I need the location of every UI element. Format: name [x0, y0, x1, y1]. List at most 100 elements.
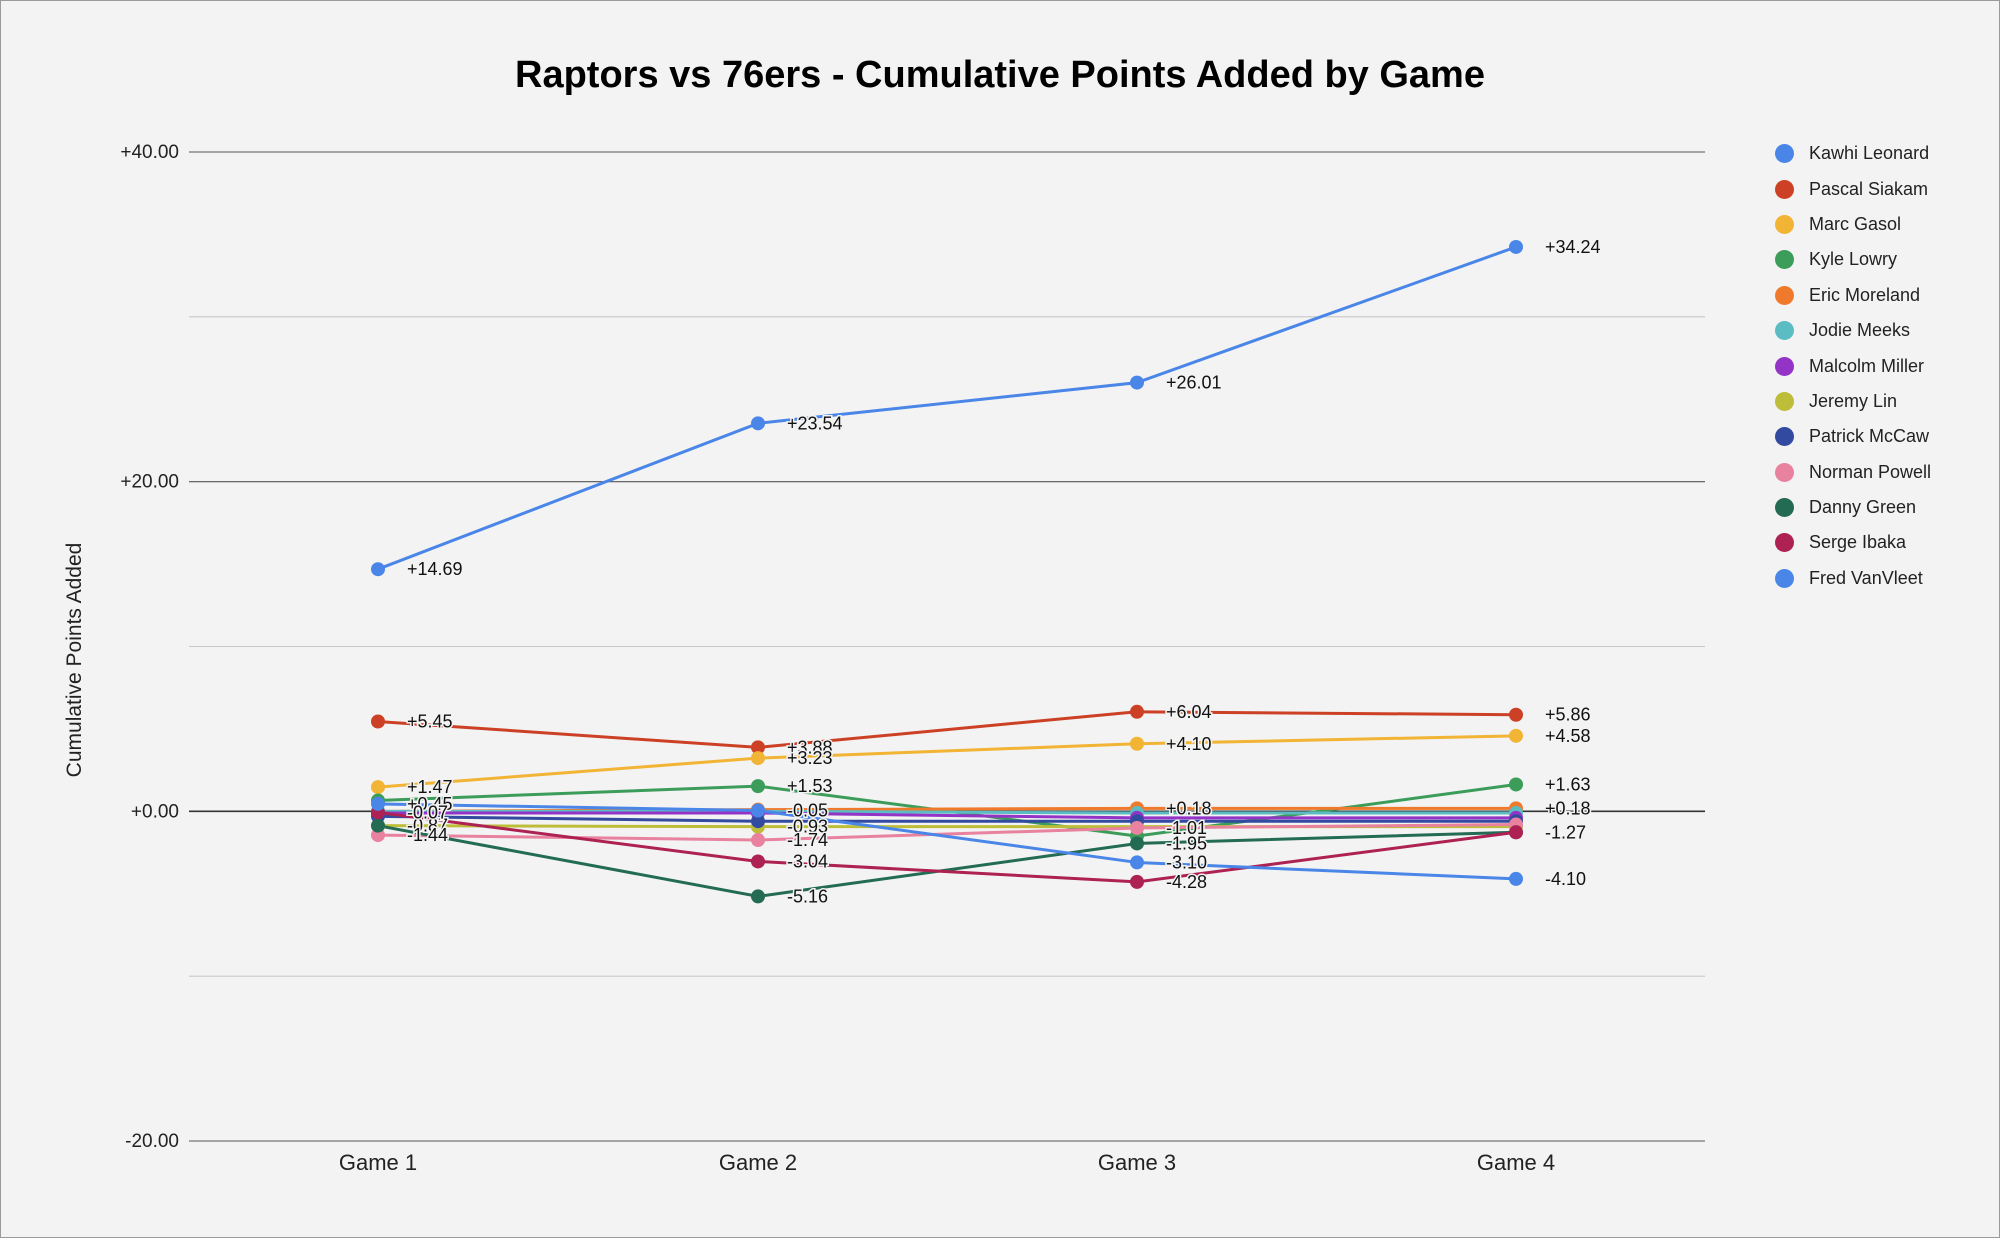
legend-marker — [1775, 250, 1794, 270]
legend-marker — [1775, 462, 1794, 482]
legend-marker — [1775, 391, 1794, 411]
data-label: -5.16 — [787, 886, 828, 906]
legend-marker — [1775, 179, 1794, 199]
legend-label: Serge Ibaka — [1809, 532, 1907, 553]
data-label: +6.04 — [1166, 702, 1212, 722]
series-line — [378, 809, 1516, 815]
data-label: +4.10 — [1166, 734, 1212, 754]
data-point — [751, 779, 765, 794]
legend-item: Fred VanVleet — [1775, 561, 1931, 596]
data-label: -3.04 — [787, 851, 828, 871]
data-point — [751, 889, 765, 904]
data-label: +0.18 — [1545, 798, 1591, 818]
data-label: -1.44 — [407, 825, 448, 845]
data-point — [751, 814, 765, 829]
data-label: +23.54 — [787, 413, 843, 433]
legend-item: Kyle Lowry — [1775, 242, 1931, 277]
y-tick-label: +0.00 — [131, 801, 179, 822]
legend-label: Malcolm Miller — [1809, 355, 1925, 376]
data-label: +5.86 — [1545, 705, 1591, 725]
legend-item: Jodie Meeks — [1775, 313, 1931, 348]
y-tick-label: +40.00 — [120, 142, 179, 163]
legend-marker — [1775, 144, 1794, 164]
y-tick-label: +20.00 — [120, 472, 179, 493]
legend-marker — [1775, 356, 1794, 376]
data-point — [1130, 375, 1144, 390]
data-label: -0.87 — [407, 816, 448, 836]
data-point — [371, 796, 385, 811]
legend-item: Danny Green — [1775, 490, 1931, 525]
legend-item: Serge Ibaka — [1775, 525, 1931, 560]
data-label: +0.45 — [407, 794, 453, 814]
series-line — [377, 710, 1517, 749]
series-line — [377, 814, 1516, 823]
data-point — [1130, 874, 1144, 889]
series-line — [377, 734, 1517, 789]
data-label: +1.47 — [407, 777, 453, 797]
data-label: +0.18 — [1166, 798, 1212, 818]
data-point — [1509, 777, 1523, 792]
legend-label: Jodie Meeks — [1809, 320, 1911, 341]
legend-item: Pascal Siakam — [1775, 171, 1931, 206]
data-label: -0.05 — [787, 801, 828, 821]
legend: Kawhi Leonard Pascal Siakam Marc Gasol Kyle… — [1775, 136, 1931, 596]
legend-marker — [1775, 568, 1794, 588]
data-point — [1130, 820, 1144, 835]
data-point — [371, 562, 385, 577]
data-point — [1509, 728, 1523, 743]
data-label: -0.07 — [407, 802, 448, 822]
data-point — [1130, 855, 1144, 870]
data-point — [751, 803, 765, 818]
data-label: -1.95 — [1166, 833, 1207, 853]
data-point — [371, 818, 385, 833]
data-point — [751, 833, 765, 848]
x-tick-label: Game 4 — [1477, 1150, 1555, 1175]
data-label: -1.74 — [787, 830, 828, 850]
x-tick-label: Game 3 — [1098, 1150, 1176, 1175]
series-line — [377, 824, 1517, 898]
data-label: -4.28 — [1166, 872, 1207, 892]
legend-marker — [1775, 498, 1794, 518]
data-label: -3.10 — [1166, 852, 1207, 872]
y-tick-label: -20.00 — [125, 1131, 179, 1152]
legend-marker — [1775, 214, 1794, 234]
legend-label: Pascal Siakam — [1809, 178, 1929, 199]
data-label: +14.69 — [407, 559, 463, 579]
legend-marker — [1775, 533, 1794, 553]
x-tick-label: Game 2 — [719, 1150, 797, 1175]
legend-item: Norman Powell — [1775, 455, 1931, 490]
data-point — [1509, 707, 1523, 722]
series-line — [377, 245, 1517, 571]
data-label: -0.93 — [787, 817, 828, 837]
data-point — [751, 854, 765, 869]
data-point — [1509, 825, 1523, 840]
legend-label: Norman Powell — [1809, 461, 1932, 482]
data-label: +26.01 — [1166, 373, 1222, 393]
data-point — [1130, 704, 1144, 719]
data-point — [751, 416, 765, 431]
data-point — [751, 751, 765, 766]
series-line — [377, 810, 1517, 884]
legend-label: Eric Moreland — [1809, 284, 1921, 305]
legend-item: Eric Moreland — [1775, 278, 1931, 313]
data-label: +3.23 — [787, 748, 833, 768]
data-point — [751, 740, 765, 755]
legend-label: Danny Green — [1809, 497, 1917, 518]
data-label: -1.27 — [1545, 822, 1586, 842]
data-label: -1.01 — [1166, 818, 1207, 838]
x-tick-label: Game 1 — [339, 1150, 417, 1175]
legend-label: Kawhi Leonard — [1809, 143, 1930, 164]
legend-item: Jeremy Lin — [1775, 384, 1931, 419]
data-label: +4.58 — [1545, 726, 1591, 746]
legend-label: Marc Gasol — [1809, 213, 1902, 234]
data-label: +1.53 — [787, 776, 833, 796]
legend-label: Jeremy Lin — [1809, 390, 1898, 411]
legend-label: Patrick McCaw — [1809, 426, 1930, 447]
data-label: -4.10 — [1545, 869, 1586, 889]
legend-marker — [1775, 321, 1794, 341]
data-label: +3.88 — [787, 737, 833, 757]
series-line — [378, 811, 1516, 820]
legend-item: Malcolm Miller — [1775, 348, 1931, 383]
data-point — [1130, 736, 1144, 751]
